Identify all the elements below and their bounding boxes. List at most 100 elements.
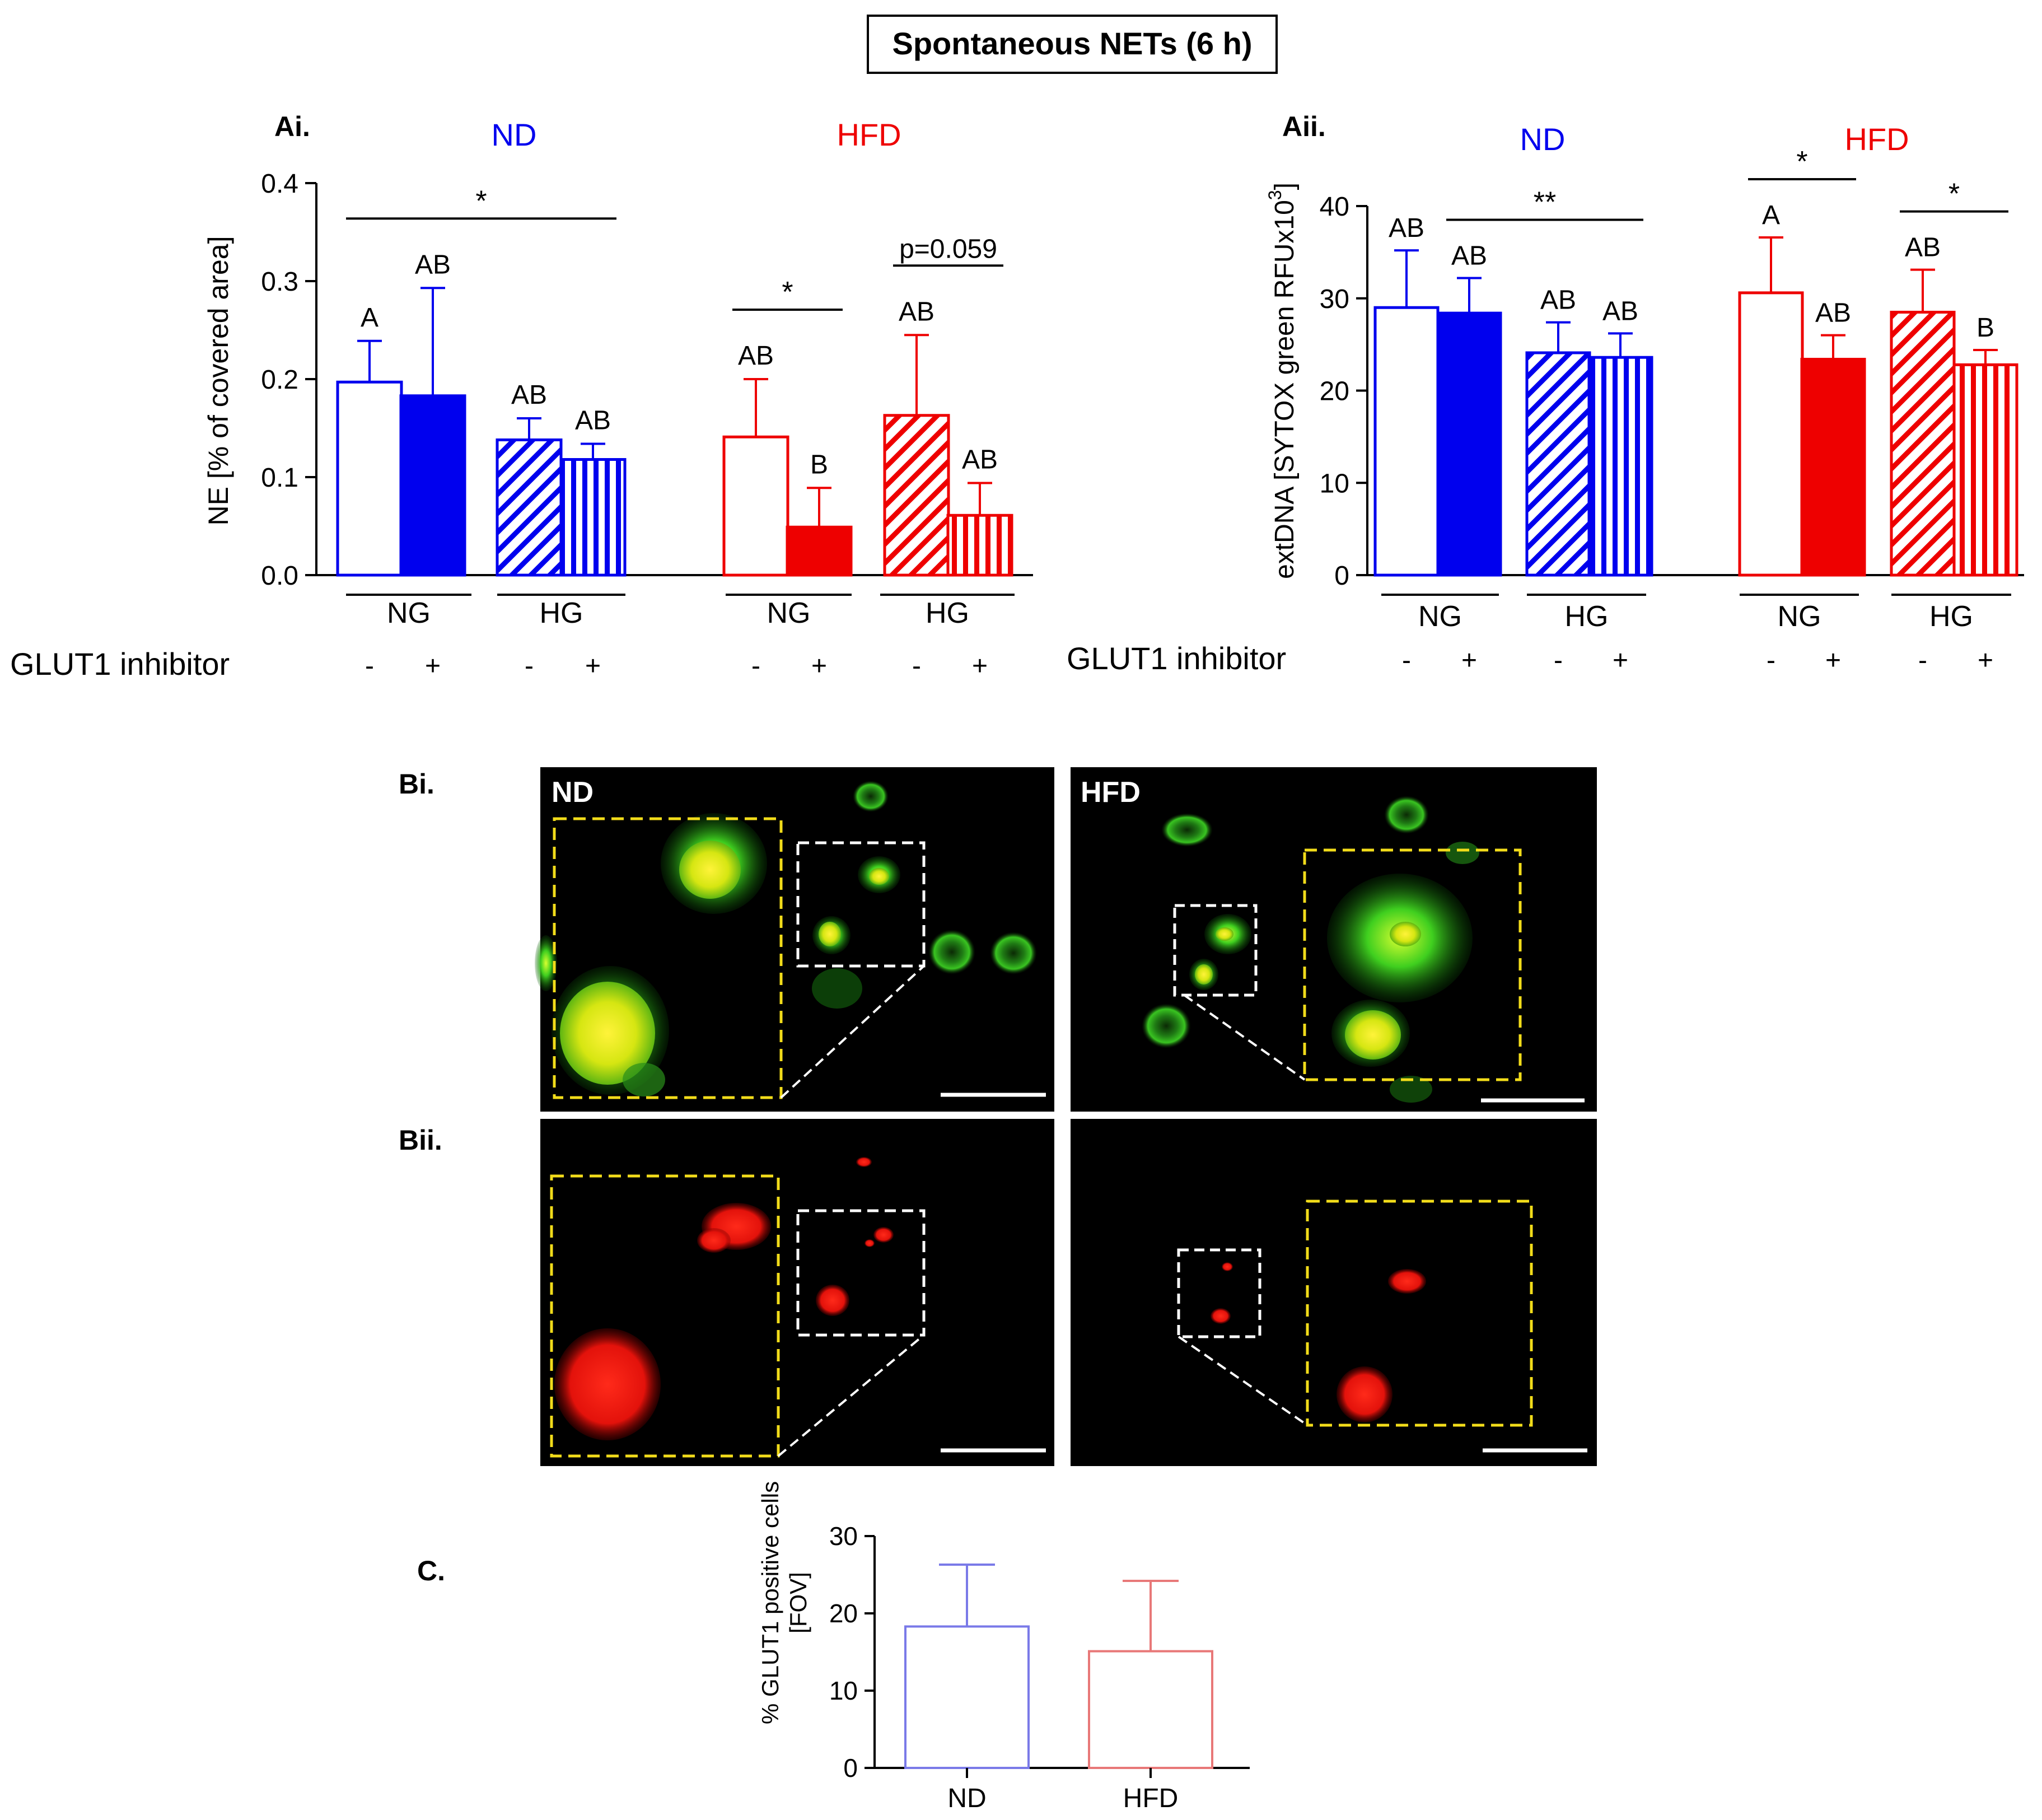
bar-letter-label: AB	[899, 297, 934, 326]
inhibitor-label-ai: GLUT1 inhibitor	[10, 646, 230, 682]
panel-label-bii: Bii.	[399, 1124, 442, 1156]
y-tick-label: 10	[1320, 469, 1349, 498]
group-label-hfd-ai: HFD	[837, 117, 901, 152]
micrograph-bi-hfd: HFD	[1071, 767, 1597, 1112]
subgroup-label: HG	[926, 597, 969, 629]
significance-label: **	[1534, 186, 1556, 219]
bar-letter-label: B	[1976, 313, 1994, 343]
significance-label: p=0.059	[899, 234, 997, 264]
subgroup-label: NG	[1778, 600, 1821, 633]
y-tick-label: 30	[1320, 284, 1349, 314]
y-tick-label: 20	[1320, 377, 1349, 407]
inhibitor-sign: -	[1554, 646, 1563, 675]
figure-title-box	[867, 15, 1278, 74]
significance-label: *	[782, 276, 793, 309]
inhibitor-sign: -	[1767, 646, 1775, 675]
inhibitor-label-aii: GLUT1 inhibitor	[1067, 641, 1286, 676]
inhibitor-sign: +	[425, 651, 441, 681]
inhibitor-sign: -	[365, 651, 374, 681]
y-tick-label: 0.1	[261, 463, 298, 493]
bar-letter-label: AB	[1602, 296, 1638, 326]
micrograph-bii-hfd	[1071, 1119, 1597, 1466]
significance-label: *	[1948, 178, 1960, 211]
inhibitor-sign: +	[1613, 646, 1628, 675]
bar	[786, 525, 853, 577]
y-tick-label: 0.4	[261, 169, 298, 199]
significance-label: *	[475, 185, 487, 217]
inhibitor-sign: +	[1461, 646, 1477, 675]
inhibitor-sign: -	[751, 651, 760, 681]
subgroup-label: NG	[767, 597, 811, 629]
y-tick-label: 0.2	[261, 365, 298, 395]
bar	[1525, 351, 1591, 577]
bar	[883, 414, 950, 577]
panel-label-aii: Aii.	[1282, 111, 1326, 142]
inhibitor-sign: +	[585, 651, 601, 681]
panel-label-bi: Bi.	[399, 768, 434, 800]
bar	[1373, 306, 1440, 577]
significance-label: *	[1796, 146, 1807, 178]
chart-ai: Ai. ND HFD NE [% of covered area] 0.0 0.1…	[203, 111, 1033, 681]
y-tick-label: 0	[843, 1753, 858, 1782]
bar-letter-label: B	[810, 450, 828, 479]
bar	[559, 458, 627, 577]
bar	[1436, 311, 1502, 577]
subgroup-label: NG	[1418, 600, 1462, 633]
bar	[1738, 291, 1804, 577]
group-label-nd-ai: ND	[492, 117, 537, 152]
panel-label-ai: Ai.	[274, 111, 310, 142]
group-label-nd-aii: ND	[1520, 122, 1566, 157]
inhibitor-sign: -	[1918, 646, 1927, 675]
inhibitor-sign: -	[1402, 646, 1411, 675]
chart-aii: Aii. ND HFD extDNA [SYTOX green RFUx103]…	[1265, 111, 2024, 675]
bar-letter-label: AB	[511, 380, 547, 410]
inhibitor-sign: +	[1825, 646, 1841, 675]
x-tick-label: HFD	[1123, 1784, 1179, 1813]
bar	[336, 380, 403, 577]
bar-letter-label: AB	[415, 250, 451, 279]
bar	[496, 438, 563, 577]
bar	[1800, 357, 1866, 577]
bar-letter-label: AB	[1815, 298, 1851, 328]
bar-letter-label: AB	[1451, 241, 1487, 271]
bar	[1587, 356, 1653, 577]
bar-letter-label: AB	[1905, 233, 1941, 263]
y-axis-label-c: % GLUT1 positive cells	[757, 1481, 783, 1724]
bar	[399, 394, 466, 577]
y-tick-label: 0.0	[261, 561, 298, 591]
subgroup-label: HG	[1565, 600, 1609, 633]
bar	[1890, 310, 1956, 577]
bar	[722, 435, 789, 577]
figure-title: Spontaneous NETs (6 h)	[893, 26, 1253, 61]
bar-letter-label: AB	[575, 406, 611, 436]
y-axis-label-c-2: [FOV]	[785, 1572, 811, 1634]
subgroup-label: HG	[1929, 600, 1973, 633]
panel-label-c: C.	[417, 1555, 445, 1586]
bar-letter-label: AB	[962, 445, 998, 475]
chart-c: C. % GLUT1 positive cells [FOV] 0102030 …	[417, 1481, 1250, 1813]
micrograph-bii-nd	[540, 1119, 1054, 1466]
bar-letter-label: AB	[1540, 286, 1576, 315]
y-tick-label: 0.3	[261, 267, 298, 297]
subgroup-label: NG	[387, 597, 431, 629]
y-tick-label: 10	[829, 1676, 858, 1705]
inhibitor-sign: -	[912, 651, 921, 681]
bar	[946, 514, 1013, 577]
bar-letter-label: AB	[738, 341, 774, 371]
y-tick-label: 40	[1320, 192, 1349, 222]
bar	[904, 1625, 1030, 1769]
bar	[1952, 363, 2018, 577]
inhibitor-sign: +	[1978, 646, 1993, 675]
inhibitor-sign: -	[525, 651, 534, 681]
y-tick-label: 30	[829, 1522, 858, 1551]
inhibitor-sign: +	[811, 651, 827, 681]
inhibitor-sign: +	[972, 651, 988, 681]
y-axis-label-ai: NE [% of covered area]	[203, 236, 234, 526]
micrograph-label-nd: ND	[552, 776, 594, 809]
x-tick-label: ND	[947, 1784, 986, 1813]
y-tick-label: 20	[829, 1599, 858, 1628]
bar-letter-label: AB	[1389, 213, 1424, 243]
bar-letter-label: A	[1762, 200, 1780, 230]
bar-letter-label: A	[361, 303, 379, 333]
